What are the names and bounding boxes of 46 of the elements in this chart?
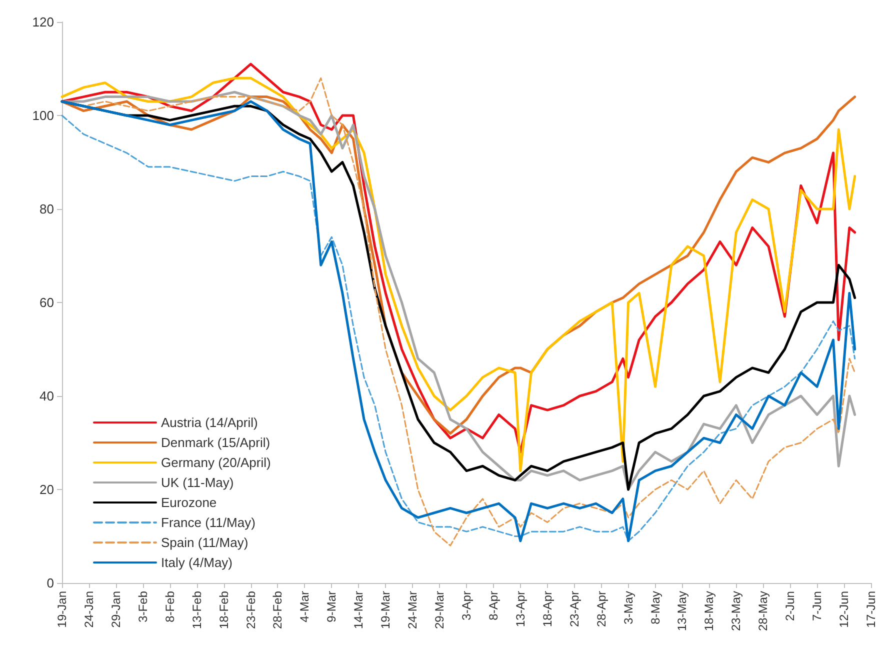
- x-tick-label: 18-May: [702, 591, 716, 632]
- x-tick-label: 8-May: [648, 591, 662, 624]
- y-tick-label: 80: [40, 202, 54, 216]
- x-tick-label: 14-Mar: [352, 591, 366, 630]
- x-tick-label: 13-Feb: [190, 590, 204, 630]
- y-tick-label: 60: [40, 295, 54, 310]
- y-tick-label: 100: [32, 108, 54, 123]
- x-tick-label: 29-Jan: [108, 591, 123, 628]
- x-tick-label: 2-Jun: [783, 591, 798, 622]
- x-tick-label: 29-Mar: [432, 591, 447, 630]
- x-tick-label: 7-Jun: [810, 591, 824, 622]
- x-tick-label: 18-Feb: [216, 590, 231, 630]
- x-tick-label: 18-Apr: [540, 591, 554, 628]
- x-tick-label: 28-Apr: [594, 591, 608, 628]
- x-tick-label: 12-Jun: [837, 591, 852, 628]
- legend-label: Eurozone: [161, 495, 217, 510]
- x-tick-label: 23-Feb: [244, 590, 258, 630]
- x-tick-label: 24-Jan: [82, 591, 96, 628]
- x-tick-label: 3-Apr: [460, 590, 474, 620]
- legend-label: France (11/May): [161, 515, 256, 530]
- x-tick-label: 28-May: [756, 591, 770, 632]
- y-tick-label: 20: [40, 482, 54, 497]
- x-tick-label: 9-Mar: [324, 591, 339, 622]
- legend-label: Germany (20/April): [161, 455, 271, 470]
- legend-label: Italy (4/May): [161, 555, 233, 570]
- x-tick-label: 13-May: [675, 591, 690, 632]
- legend-label: Spain (11/May): [161, 535, 248, 550]
- x-tick-label: 23-Apr: [567, 591, 582, 628]
- x-tick-label: 13-Apr: [513, 591, 528, 628]
- x-tick-label: 3-Feb: [136, 590, 150, 622]
- legend-label: UK (11-May): [161, 475, 234, 490]
- x-tick-label: 8-Apr: [486, 590, 500, 620]
- legend-label: Austria (14/April): [161, 415, 258, 430]
- x-tick-label: 19-Mar: [378, 591, 393, 630]
- legend-label: Denmark (15/April): [161, 435, 270, 450]
- x-tick-label: 8-Feb: [162, 590, 177, 622]
- x-tick-label: 19-Jan: [55, 591, 69, 628]
- x-tick-label: 4-Mar: [298, 591, 312, 622]
- x-tick-label: 23-May: [729, 591, 744, 632]
- x-tick-label: 28-Feb: [270, 590, 285, 630]
- x-tick-label: 3-May: [621, 591, 636, 624]
- x-tick-label: 24-Mar: [406, 591, 420, 630]
- y-tick-label: 40: [40, 388, 54, 404]
- x-tick-label: 17-Jun: [864, 591, 878, 628]
- y-tick-label: 0: [46, 576, 54, 590]
- y-tick-label: 120: [32, 14, 54, 30]
